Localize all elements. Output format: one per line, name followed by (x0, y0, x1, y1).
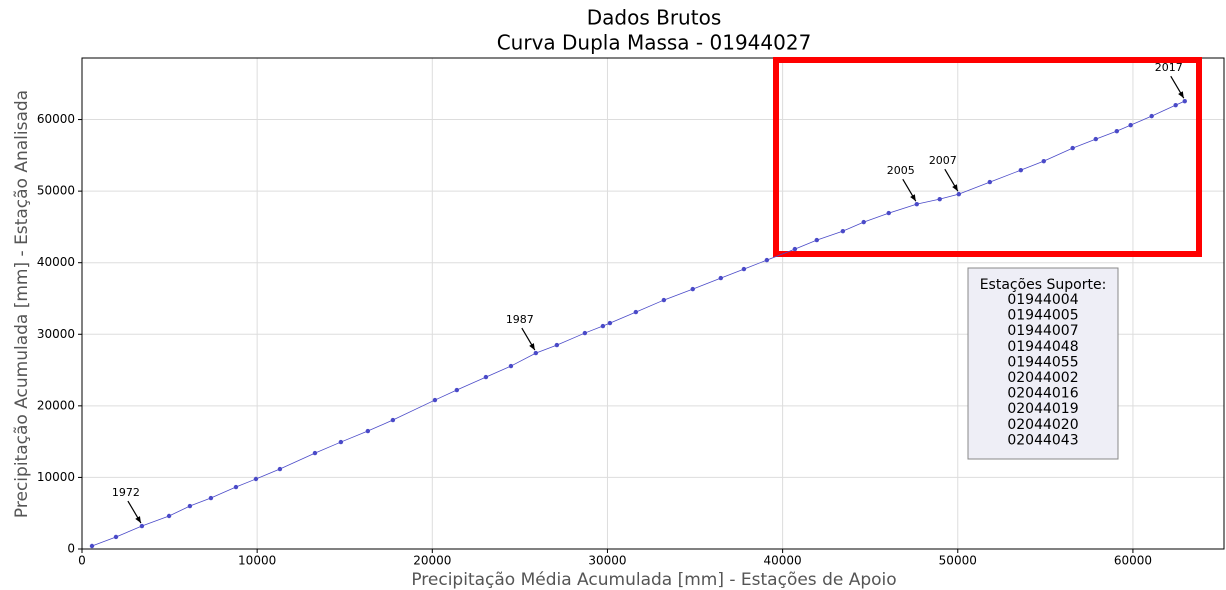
data-point (554, 342, 560, 348)
y-tick-label: 60000 (37, 112, 75, 126)
data-point (139, 523, 145, 529)
text-box-line: 02044020 (1007, 417, 1078, 433)
annotation-arrowhead (910, 194, 916, 202)
annotation-label: 2005 (887, 164, 915, 177)
y-axis-label: Precipitação Acumulada [mm] - Estação An… (12, 90, 32, 518)
x-tick-label: 20000 (413, 554, 451, 568)
text-box-line: 01944055 (1007, 354, 1078, 370)
y-tick-label: 20000 (37, 398, 75, 412)
data-point (1128, 122, 1133, 128)
data-point (338, 439, 344, 445)
data-point (741, 266, 747, 272)
x-tick-label: 40000 (764, 554, 802, 568)
data-point (937, 196, 942, 202)
data-point (633, 309, 639, 315)
text-box-line: 02044016 (1007, 386, 1078, 402)
data-point (390, 417, 396, 423)
y-tick-label: 0 (67, 542, 75, 556)
x-tick-label: 50000 (939, 554, 977, 568)
data-point (1149, 113, 1154, 119)
data-point (1018, 167, 1024, 173)
annotation-label: 1987 (506, 313, 534, 326)
data-point (166, 513, 172, 519)
data-point (886, 210, 891, 216)
annotation-label: 2017 (1155, 61, 1183, 74)
text-box-line: 01944005 (1007, 308, 1078, 324)
y-tick-label: 50000 (37, 184, 75, 198)
x-axis-label: Precipitação Média Acumulada [mm] - Esta… (411, 570, 896, 590)
data-point (233, 484, 239, 490)
data-point (718, 275, 723, 281)
data-point (861, 219, 866, 225)
chart-subtitle: Curva Dupla Massa - 01944027 (497, 31, 812, 55)
data-point (253, 476, 259, 482)
data-point (914, 201, 919, 207)
data-point (483, 374, 489, 380)
data-point (814, 237, 819, 243)
data-point (1173, 102, 1178, 108)
y-tick-label: 10000 (37, 470, 75, 484)
x-tick-label: 10000 (238, 554, 276, 568)
data-point (365, 428, 371, 434)
data-point (432, 397, 438, 403)
data-point (1093, 136, 1098, 142)
data-point (533, 350, 539, 356)
data-point (1041, 158, 1046, 164)
data-point (582, 330, 588, 336)
data-point (113, 534, 119, 540)
data-point (187, 503, 193, 509)
chart-title: Dados Brutos (587, 6, 721, 30)
text-box: Estações Suporte:01944004019440050194400… (967, 267, 1119, 460)
data-point (600, 323, 606, 329)
y-tick-label: 30000 (37, 327, 75, 341)
text-box-line: 01944007 (1007, 323, 1078, 339)
data-point (89, 543, 95, 549)
data-point (840, 228, 846, 234)
x-tick-label: 60000 (1114, 554, 1152, 568)
data-point (277, 466, 283, 472)
data-point (1182, 98, 1187, 104)
data-point (1114, 128, 1120, 134)
data-point (764, 257, 770, 263)
x-tick-label: 0 (78, 554, 86, 568)
data-point (208, 495, 214, 501)
data-point (454, 387, 460, 393)
text-box-title: Estações Suporte: (980, 277, 1107, 293)
y-tick-label: 40000 (37, 255, 75, 269)
plot-frame (81, 57, 1225, 550)
annotation-label: 1972 (112, 486, 140, 499)
text-box-line: 01944048 (1007, 339, 1078, 355)
text-box-line: 02044019 (1007, 401, 1078, 417)
data-point (312, 450, 318, 456)
data-point (508, 363, 514, 369)
data-point (987, 179, 993, 185)
data-point (956, 191, 962, 197)
data-line (91, 100, 1185, 547)
data-point (607, 320, 613, 326)
annotation-arrowhead (1178, 91, 1184, 99)
data-point (1070, 145, 1075, 151)
annotation-label: 2007 (929, 154, 957, 167)
text-box-line: 02044002 (1007, 370, 1078, 386)
text-box-frame (967, 267, 1119, 460)
x-tick-label: 30000 (588, 554, 626, 568)
text-box-line: 02044043 (1007, 432, 1078, 448)
data-point (661, 297, 667, 303)
highlight-box (773, 57, 1202, 257)
annotation-arrowhead (135, 516, 141, 524)
annotation-arrowhead (952, 184, 958, 192)
annotation-arrowhead (529, 343, 535, 351)
data-point (690, 286, 695, 292)
data-point (792, 246, 798, 252)
text-box-line: 01944004 (1007, 292, 1078, 308)
